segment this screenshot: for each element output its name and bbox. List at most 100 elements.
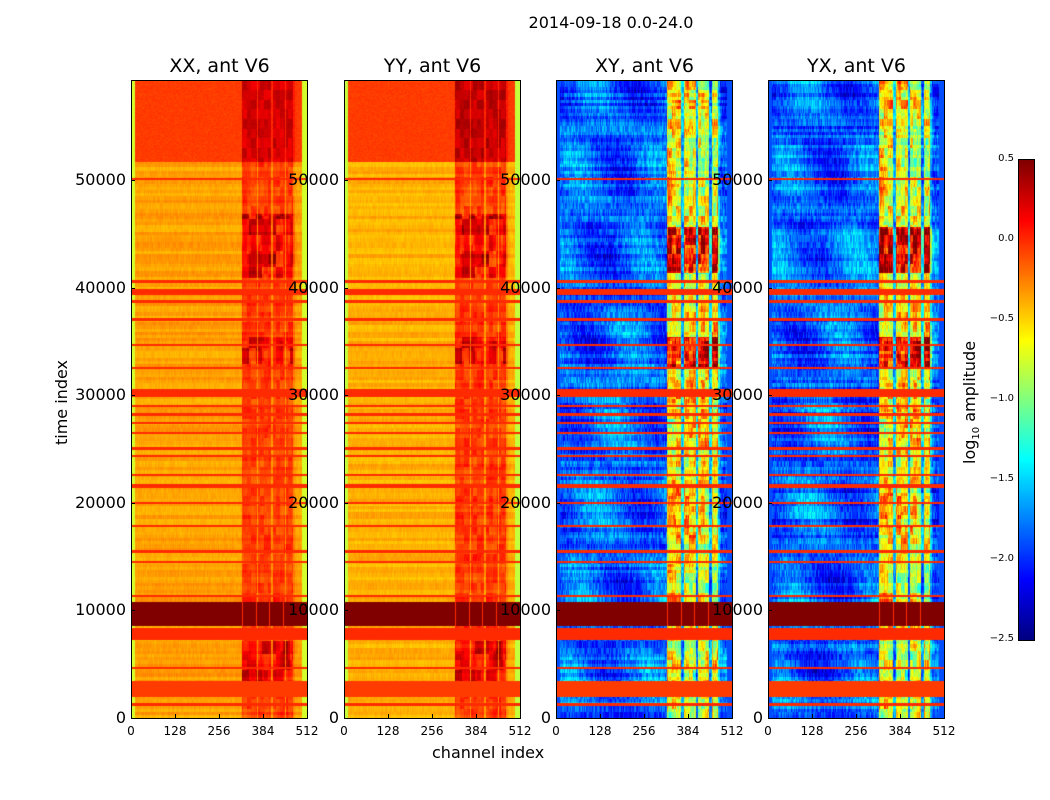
x-tick-mark (131, 714, 132, 718)
y-tick-label: 30000 (288, 385, 339, 405)
x-tick-mark (688, 714, 689, 718)
x-tick-mark (388, 714, 389, 718)
figure-title: 2014-09-18 0.0-24.0 (528, 13, 694, 32)
x-axis-label: channel index (432, 743, 545, 762)
y-tick-label: 50000 (712, 170, 763, 190)
colorbar-label: log10 amplitude (960, 340, 983, 464)
y-tick-label: 0 (115, 708, 126, 727)
x-tick-label: 0 (340, 724, 348, 738)
heatmap-panel-yx (768, 80, 945, 719)
y-tick-label: 10000 (288, 600, 339, 620)
y-tick-mark (556, 718, 560, 719)
y-tick-mark (344, 718, 348, 719)
y-tick-label: 40000 (500, 277, 551, 297)
x-tick-mark (768, 714, 769, 718)
colorbar-tick-label: 0.0 (998, 233, 1014, 244)
panel-title: XX, ant V6 (169, 55, 270, 77)
x-tick-label: 256 (632, 724, 656, 738)
y-tick-mark (556, 395, 560, 397)
y-tick-mark (768, 395, 772, 397)
x-tick-mark (556, 714, 557, 718)
colorbar-tick-label: −2.0 (989, 553, 1014, 564)
x-tick-label: 384 (464, 724, 488, 738)
colorbar-tick-label: −1.5 (989, 473, 1014, 484)
heatmap-panel-xy (556, 80, 733, 719)
y-tick-label: 20000 (500, 492, 551, 512)
y-tick-label: 0 (752, 708, 763, 727)
x-tick-mark (856, 714, 857, 718)
y-tick-label: 40000 (75, 277, 126, 297)
colorbar (1018, 159, 1035, 641)
colorbar-tick-label: −0.5 (989, 313, 1014, 324)
x-tick-mark (900, 714, 901, 718)
y-tick-mark (556, 180, 560, 182)
colorbar-gradient (1019, 160, 1034, 640)
x-tick-label: 512 (295, 724, 319, 738)
y-tick-label: 50000 (288, 170, 339, 190)
heatmap-panel-yy (344, 80, 521, 719)
y-axis-label: time index (52, 359, 71, 445)
y-tick-label: 10000 (500, 600, 551, 620)
y-tick-mark (768, 610, 772, 612)
panel-title: YY, ant V6 (383, 55, 482, 77)
y-tick-mark (344, 610, 348, 612)
x-tick-mark (600, 714, 601, 718)
heatmap-image (132, 81, 307, 718)
y-tick-label: 10000 (75, 600, 126, 620)
heatmap-image (557, 81, 732, 718)
y-tick-label: 30000 (712, 385, 763, 405)
y-tick-label: 20000 (288, 492, 339, 512)
y-tick-label: 40000 (712, 277, 763, 297)
x-tick-mark (175, 714, 176, 718)
x-tick-mark (307, 714, 308, 718)
y-tick-label: 0 (328, 708, 339, 727)
y-tick-label: 20000 (712, 492, 763, 512)
y-tick-label: 50000 (75, 170, 126, 190)
y-tick-label: 30000 (75, 385, 126, 405)
x-tick-label: 384 (251, 724, 275, 738)
x-tick-label: 256 (207, 724, 231, 738)
y-tick-mark (344, 502, 348, 504)
y-tick-mark (131, 718, 135, 719)
x-tick-label: 256 (420, 724, 444, 738)
y-tick-mark (131, 610, 135, 612)
y-tick-mark (768, 502, 772, 504)
y-tick-mark (556, 610, 560, 612)
y-tick-label: 10000 (712, 600, 763, 620)
x-tick-label: 384 (676, 724, 700, 738)
x-tick-label: 128 (376, 724, 400, 738)
x-tick-mark (812, 714, 813, 718)
x-tick-label: 512 (720, 724, 744, 738)
x-tick-label: 512 (508, 724, 532, 738)
x-tick-label: 512 (932, 724, 956, 738)
y-tick-label: 50000 (500, 170, 551, 190)
x-tick-mark (644, 714, 645, 718)
colorbar-tick-label: −1.0 (989, 393, 1014, 404)
panel-title: YX, ant V6 (807, 55, 906, 77)
panel-title: XY, ant V6 (595, 55, 694, 77)
colorbar-tick-label: −2.5 (989, 633, 1014, 644)
x-tick-mark (732, 714, 733, 718)
y-tick-mark (344, 395, 348, 397)
x-tick-mark (520, 714, 521, 718)
y-tick-mark (131, 180, 135, 182)
y-tick-mark (768, 180, 772, 182)
x-tick-label: 128 (163, 724, 187, 738)
y-tick-mark (131, 502, 135, 504)
y-tick-mark (556, 502, 560, 504)
y-tick-label: 40000 (288, 277, 339, 297)
x-tick-mark (263, 714, 264, 718)
y-tick-label: 30000 (500, 385, 551, 405)
x-tick-mark (219, 714, 220, 718)
y-tick-mark (344, 287, 348, 289)
y-tick-mark (131, 287, 135, 289)
x-tick-label: 384 (888, 724, 912, 738)
heatmap-image (345, 81, 520, 718)
y-tick-mark (768, 287, 772, 289)
colorbar-tick-label: 0.5 (998, 153, 1014, 164)
heatmap-image (769, 81, 944, 718)
x-tick-label: 0 (127, 724, 135, 738)
x-tick-mark (432, 714, 433, 718)
x-tick-label: 0 (764, 724, 772, 738)
x-tick-mark (476, 714, 477, 718)
